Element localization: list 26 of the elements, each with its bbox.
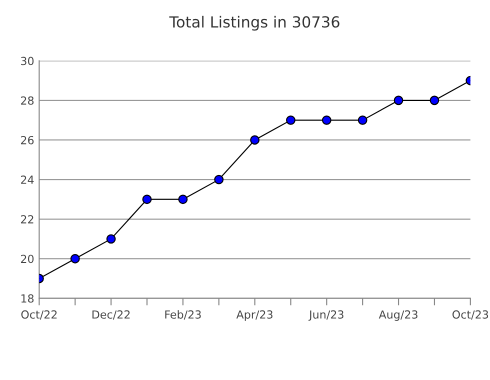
point [106,234,116,244]
point [250,135,260,145]
x-tick-label: Dec/22 [92,310,130,320]
y-tick-label: 22 [21,215,34,224]
y-tick-label: 28 [21,96,34,105]
point [70,254,80,264]
x-tick-label: Feb/23 [165,310,201,320]
point [214,174,224,184]
y-tick-label: 26 [21,136,34,144]
point [358,115,368,125]
point [178,194,188,204]
point [322,115,332,125]
x-tick-label: Aug/23 [378,310,418,321]
chart-title: Total Listings in 30736 [169,16,340,31]
y-tick-label: 20 [21,254,34,264]
point [286,115,296,125]
y-tick-label: 18 [21,294,34,303]
point [142,194,152,204]
x-tick-label: Jun/23 [308,310,344,321]
y-tick-label: 24 [21,176,34,184]
point [430,96,440,106]
x-tick-label: Oct/23 [452,310,488,320]
x-tick-label: Apr/23 [236,310,272,321]
x-tick-label: Oct/22 [21,310,57,320]
y-tick-label: 30 [21,56,34,66]
point [394,96,404,106]
